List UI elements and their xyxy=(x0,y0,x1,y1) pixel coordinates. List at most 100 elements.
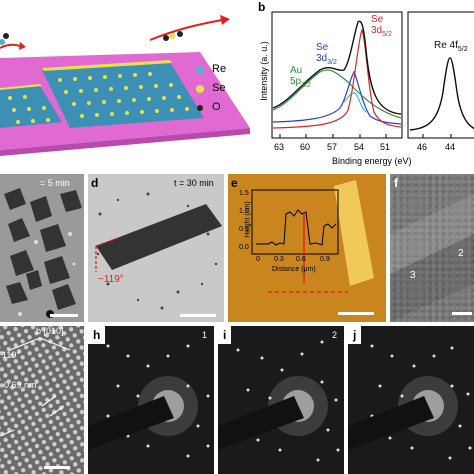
panel-g-spacing-arrow xyxy=(49,405,65,417)
panel-a: Re Se O xyxy=(0,0,258,160)
panel-i-label: i xyxy=(218,326,232,344)
panel-i: i 2 xyxy=(218,326,344,474)
xps-xlabel: Binding energy (eV) xyxy=(332,156,412,166)
xps-left-frame xyxy=(271,11,403,139)
panel-i-pattern xyxy=(218,340,340,462)
xps-curve-re xyxy=(409,57,474,131)
panel-i-beamstop xyxy=(218,396,304,450)
xps-tick: 46 xyxy=(417,142,428,152)
panel-h-index: 1 xyxy=(202,330,208,340)
domain-right xyxy=(42,62,204,128)
flow-arrowhead-right xyxy=(220,15,230,25)
xps-chart xyxy=(271,11,474,139)
panel-f-region xyxy=(390,234,474,322)
legend-se-dot xyxy=(196,85,204,93)
xps-tick: 57 xyxy=(327,142,338,152)
panel-g-direction: b [010] xyxy=(36,326,64,336)
legend-re-label: Re xyxy=(212,63,227,75)
xps-annot-se32: Se 3d3/2 xyxy=(316,42,337,66)
panel-e-ytick: 1.5 xyxy=(239,190,249,197)
panel-c-image xyxy=(4,188,82,318)
xps-tick: 63 xyxy=(274,142,285,152)
panel-g-arrow xyxy=(9,337,41,351)
panel-e-xtick: 0.9 xyxy=(320,256,330,263)
xps-left-ticks xyxy=(279,134,452,138)
molecule-se xyxy=(169,33,175,39)
panel-g-lattice xyxy=(0,326,84,474)
panel-c-scalebar xyxy=(50,314,78,317)
panel-e-label: e xyxy=(231,176,238,190)
domain-right-top xyxy=(42,60,172,71)
panel-g-spacing: 0.69 nm xyxy=(4,380,37,390)
panel-f-region-2: 2 xyxy=(458,248,464,259)
panel-h-spots xyxy=(106,344,210,458)
domain-left xyxy=(0,86,62,128)
panel-h-label: h xyxy=(88,326,106,344)
panel-i-index: 2 xyxy=(332,330,338,340)
panel-j-beamstop xyxy=(348,396,434,450)
panel-g-arrow xyxy=(0,429,15,437)
panel-j-pattern xyxy=(348,344,472,460)
panel-e-image xyxy=(251,180,374,293)
panel-e-ylabel: Height (nm) xyxy=(244,201,252,238)
molecule-re xyxy=(0,39,5,45)
panel-j-label: j xyxy=(348,326,362,344)
substrate-edge xyxy=(0,128,250,156)
panel-f: f 2 3 xyxy=(390,174,474,322)
panel-g-angle: 119° xyxy=(2,350,20,360)
legend-re-dot xyxy=(196,66,204,74)
panel-d-nanoribbon xyxy=(96,204,222,270)
panel-d-image xyxy=(95,192,222,310)
panel-f-scalebar xyxy=(452,312,472,315)
flow-arrowhead-left xyxy=(19,42,26,50)
panel-d-dots xyxy=(96,192,218,310)
panel-j-spots xyxy=(370,344,472,460)
xps-curve-fit xyxy=(343,92,367,113)
panel-d-scalebar xyxy=(180,314,216,317)
domain-atoms xyxy=(8,72,189,124)
panel-e-ytick: 0.0 xyxy=(239,244,249,251)
panel-e-ytick: 1.0 xyxy=(239,208,249,215)
legend-o-dot xyxy=(197,105,203,111)
panel-f-label: f xyxy=(394,176,398,190)
panel-e: e Height (nm) 1.5 1.0 0.5 0.0 0 0.3 0.6 … xyxy=(228,174,386,322)
molecule-o xyxy=(3,33,9,39)
panel-c-time: = 5 min xyxy=(40,178,70,188)
panel-g: b [010] 119° 0.69 nm xyxy=(0,326,84,474)
panel-f-region-3: 3 xyxy=(410,270,416,281)
panel-g-arrow xyxy=(39,337,71,351)
panel-b: b Intensity (a. u.) 63 60 57 54 51 46 44… xyxy=(258,0,474,170)
panel-e-ytick: 0.5 xyxy=(239,226,249,233)
panel-g-image xyxy=(0,326,84,474)
xps-curve-se52 xyxy=(272,28,402,129)
panel-b-label: b xyxy=(258,0,266,14)
panel-e-xlabel: Distance (μm) xyxy=(272,266,316,273)
panel-h-beamstop xyxy=(88,396,174,450)
xps-curve-au xyxy=(272,69,402,119)
xps-annot-au: Au 5p3/2 xyxy=(290,65,311,89)
xps-tick: 44 xyxy=(445,142,456,152)
flow-arrow-left xyxy=(0,43,21,49)
xps-curve-envelope xyxy=(272,20,402,115)
domain-left-top xyxy=(0,84,42,90)
panel-d: d t = 30 min ~119° xyxy=(88,174,224,322)
panel-e-xtick: 0.6 xyxy=(296,256,306,263)
panel-j: j xyxy=(348,326,474,474)
panel-e-xtick: 0 xyxy=(256,256,260,263)
panel-h: h 1 xyxy=(88,326,214,474)
panel-c: = 5 min xyxy=(0,174,84,322)
xps-ylabel: Intensity (a. u.) xyxy=(259,41,269,101)
panel-h-pattern xyxy=(88,344,210,458)
panel-e-xtick: 0.3 xyxy=(274,256,284,263)
xps-tick: 51 xyxy=(380,142,391,152)
panel-e-profile xyxy=(256,209,337,246)
panel-a-schematic xyxy=(0,15,250,156)
xps-annot-se52: Se 3d5/2 xyxy=(371,14,392,38)
panel-f-image xyxy=(390,194,474,322)
xps-right-frame xyxy=(407,11,474,139)
xps-tick: 54 xyxy=(354,142,365,152)
panel-e-flake xyxy=(334,180,374,286)
xps-tick: 60 xyxy=(300,142,311,152)
legend-se-label: Se xyxy=(212,82,226,94)
legend-o-label: O xyxy=(212,101,221,113)
